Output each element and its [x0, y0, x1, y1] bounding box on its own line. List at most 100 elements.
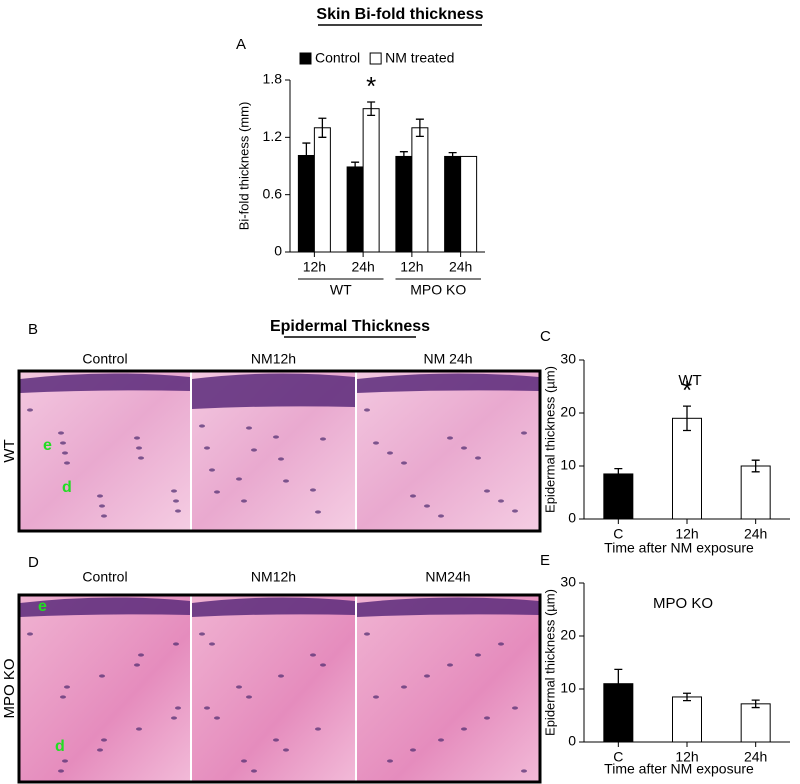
y-tick-label: 10: [560, 680, 576, 696]
histology-image: [357, 595, 539, 782]
nucleus: [101, 514, 107, 518]
bar: [346, 166, 364, 253]
error-bar: [751, 699, 760, 709]
nucleus: [438, 738, 444, 742]
bar: [740, 465, 771, 520]
x-tick-label: 24h: [744, 526, 767, 542]
bar: [672, 417, 702, 520]
nucleus: [60, 441, 66, 445]
nucleus: [278, 674, 284, 678]
panel-title: WT: [678, 372, 701, 389]
dermis-label: d: [62, 479, 72, 496]
y-axis-label: Epidermal thickness (µm): [542, 366, 557, 513]
bar: [460, 155, 478, 253]
group-label: MPO KO: [410, 282, 466, 298]
nucleus: [214, 716, 220, 720]
x-tick-label: 12h: [675, 526, 698, 542]
nucleus: [97, 748, 103, 752]
nucleus: [27, 632, 33, 636]
error-bar: [318, 117, 327, 138]
bar: [603, 473, 634, 520]
nucleus: [410, 494, 416, 498]
nucleus: [373, 695, 379, 699]
bar: [362, 108, 380, 253]
x-tick-label: 24h: [351, 259, 374, 275]
nucleus: [171, 716, 177, 720]
nucleus: [278, 457, 284, 461]
nucleus: [387, 451, 393, 455]
column-label: NM12h: [251, 569, 296, 585]
bar: [297, 154, 315, 253]
y-axis-label: Epidermal thickness (µm): [542, 589, 557, 736]
y-tick-label: 30: [560, 351, 576, 367]
nucleus: [447, 663, 453, 667]
y-tick-label: 1.2: [263, 128, 283, 144]
nucleus: [58, 769, 64, 773]
y-tick-label: 30: [560, 574, 576, 590]
nucleus: [101, 738, 107, 742]
nucleus: [175, 509, 181, 513]
nucleus: [512, 706, 518, 710]
x-tick-label: C: [613, 526, 623, 542]
nucleus: [136, 727, 142, 731]
y-tick-label: 0: [568, 510, 576, 526]
nucleus: [315, 727, 321, 731]
nucleus: [204, 706, 210, 710]
nucleus: [64, 461, 70, 465]
x-axis-label: Time after NM exposure: [604, 761, 754, 777]
nucleus: [236, 477, 242, 481]
error-bar: [751, 459, 760, 473]
nucleus: [99, 674, 105, 678]
nucleus: [171, 489, 177, 493]
row-label: WT: [1, 439, 18, 462]
error-bar: [683, 405, 691, 432]
bar: [740, 703, 771, 743]
nucleus: [209, 468, 215, 472]
nucleus: [251, 448, 257, 452]
nucleus: [175, 706, 181, 710]
row-label: MPO KO: [1, 658, 18, 718]
panel-letter: A: [236, 36, 246, 53]
nucleus: [475, 456, 481, 460]
nucleus: [241, 759, 247, 763]
nucleus: [236, 685, 242, 689]
error-bar: [614, 668, 623, 699]
histology-frame: [17, 593, 542, 784]
legend-label: Control: [315, 50, 360, 66]
nucleus: [315, 510, 321, 514]
nucleus: [64, 685, 70, 689]
group-label: WT: [330, 282, 352, 298]
panel-letter: E: [540, 552, 550, 569]
nucleus: [138, 653, 144, 657]
epidermis-layer: [20, 373, 190, 393]
nucleus: [199, 632, 205, 636]
error-bar: [415, 118, 424, 138]
y-tick-label: 0.6: [263, 185, 283, 201]
nucleus: [438, 514, 444, 518]
column-label: NM24h: [425, 569, 470, 585]
histology-image: [20, 595, 190, 782]
nucleus: [373, 441, 379, 445]
x-tick-label: C: [613, 749, 623, 765]
y-tick-label: 20: [560, 627, 576, 643]
nucleus: [320, 663, 326, 667]
section-heading: Epidermal Thickness: [270, 318, 430, 335]
error-bar: [399, 151, 408, 162]
y-tick-label: 10: [560, 457, 576, 473]
dermis-label: d: [55, 738, 65, 755]
nucleus: [521, 431, 527, 435]
nucleus: [246, 426, 252, 430]
nucleus: [199, 424, 205, 428]
nucleus: [283, 479, 289, 483]
bar: [411, 127, 429, 253]
y-axis-label: Bi-fold thickness (mm): [236, 102, 251, 231]
nucleus: [401, 685, 407, 689]
nucleus: [364, 408, 370, 412]
bar: [395, 155, 413, 253]
histology-image: [20, 371, 190, 531]
bar: [672, 696, 702, 743]
y-tick-label: 0: [568, 733, 576, 749]
nucleus: [521, 769, 527, 773]
nucleus: [134, 663, 140, 667]
